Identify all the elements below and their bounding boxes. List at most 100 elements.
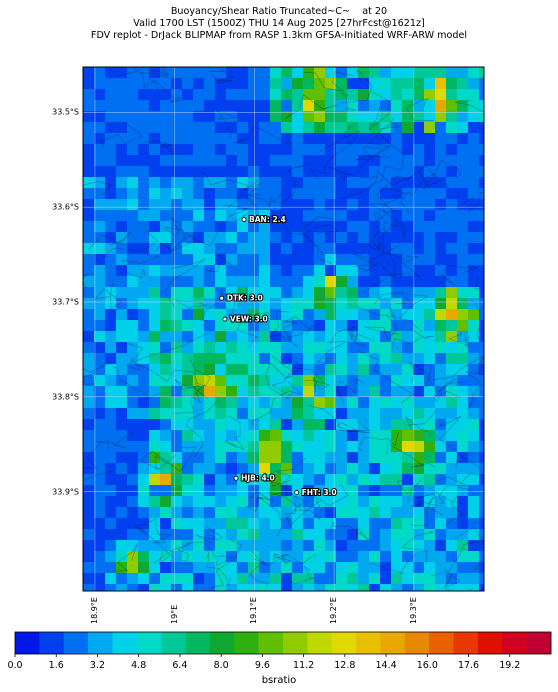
field-cell [215, 177, 227, 189]
field-cell [182, 243, 194, 255]
field-cell [138, 342, 150, 354]
field-cell [160, 67, 172, 79]
colorbar-tick-label: 19.2 [499, 660, 521, 671]
field-cell [347, 507, 359, 519]
field-cell [391, 485, 403, 497]
field-cell [138, 221, 150, 233]
field-cell [149, 452, 161, 464]
field-cell [105, 111, 117, 123]
contour-line [341, 170, 412, 199]
field-cell [446, 364, 458, 376]
field-cell [116, 111, 128, 123]
field-cell [116, 221, 128, 233]
field-cell [457, 144, 469, 156]
field-cell [105, 67, 117, 79]
field-cell [94, 111, 106, 123]
field-cell [281, 199, 293, 211]
field-cell [369, 144, 381, 156]
field-cell [281, 419, 293, 431]
field-cell [325, 551, 337, 563]
field-cell [237, 232, 249, 244]
field-cell [160, 265, 172, 277]
contour-line [155, 235, 195, 252]
field-cell [292, 276, 304, 288]
field-cell [171, 353, 183, 365]
field-cell [149, 254, 161, 266]
field-cell [281, 177, 293, 189]
field-cell [303, 452, 315, 464]
field-cell [94, 232, 106, 244]
field-cell [457, 397, 469, 409]
field-cell [237, 298, 249, 310]
field-cell [204, 254, 216, 266]
field-cell [193, 265, 205, 277]
field-cell [160, 243, 172, 255]
field-cell [171, 265, 183, 277]
field-cell [336, 342, 348, 354]
field-cell [369, 474, 381, 486]
field-cell [358, 518, 370, 530]
field-cell [182, 518, 194, 530]
field-cell [127, 452, 139, 464]
field-cell [402, 474, 414, 486]
field-cell [259, 364, 271, 376]
field-cell [248, 298, 260, 310]
field-cell [160, 408, 172, 420]
station-label: BAN: 2.4 [249, 215, 286, 224]
field-cell [215, 573, 227, 585]
field-cell [468, 177, 480, 189]
field-cell [204, 210, 216, 222]
field-cell [358, 67, 370, 79]
field-cell [424, 573, 436, 585]
field-cell [204, 584, 216, 591]
field-cell [303, 551, 315, 563]
field-cell [435, 430, 447, 442]
field-cell [94, 254, 106, 266]
field-cell [215, 584, 227, 591]
field-cell [116, 364, 128, 376]
field-cell [215, 254, 227, 266]
field-cell [479, 452, 484, 464]
field-cell [380, 67, 392, 79]
field-cell [435, 111, 447, 123]
field-cell [336, 210, 348, 222]
field-cell [347, 386, 359, 398]
field-cell [193, 386, 205, 398]
field-cell [226, 331, 238, 343]
field-cell [369, 375, 381, 387]
field-cell [259, 551, 271, 563]
field-cell [237, 474, 249, 486]
field-cell [435, 485, 447, 497]
field-cell [171, 518, 183, 530]
field-cell [149, 386, 161, 398]
field-cell [391, 320, 403, 332]
field-cell [259, 232, 271, 244]
field-cell [83, 67, 95, 79]
field-cell [358, 441, 370, 453]
field-cell [358, 551, 370, 563]
field-cell [237, 584, 249, 591]
contour-line [88, 230, 132, 250]
field-cell [303, 287, 315, 299]
field-cell [94, 408, 106, 420]
field-cell [369, 540, 381, 552]
field-cell [105, 375, 117, 387]
field-cell [325, 210, 337, 222]
field-cell [105, 540, 117, 552]
field-cell [325, 529, 337, 541]
field-cell [94, 320, 106, 332]
field-cell [171, 441, 183, 453]
field-cell [347, 276, 359, 288]
field-cell [325, 441, 337, 453]
field-cell [446, 287, 458, 299]
field-cell [259, 342, 271, 354]
field-cell [303, 518, 315, 530]
field-cell [204, 144, 216, 156]
field-cell [435, 474, 447, 486]
field-cell [116, 100, 128, 112]
colorbar-segment [63, 632, 89, 654]
contour-line [391, 327, 434, 351]
field-cell [391, 67, 403, 79]
station-marker [222, 316, 228, 322]
field-cell [303, 364, 315, 376]
